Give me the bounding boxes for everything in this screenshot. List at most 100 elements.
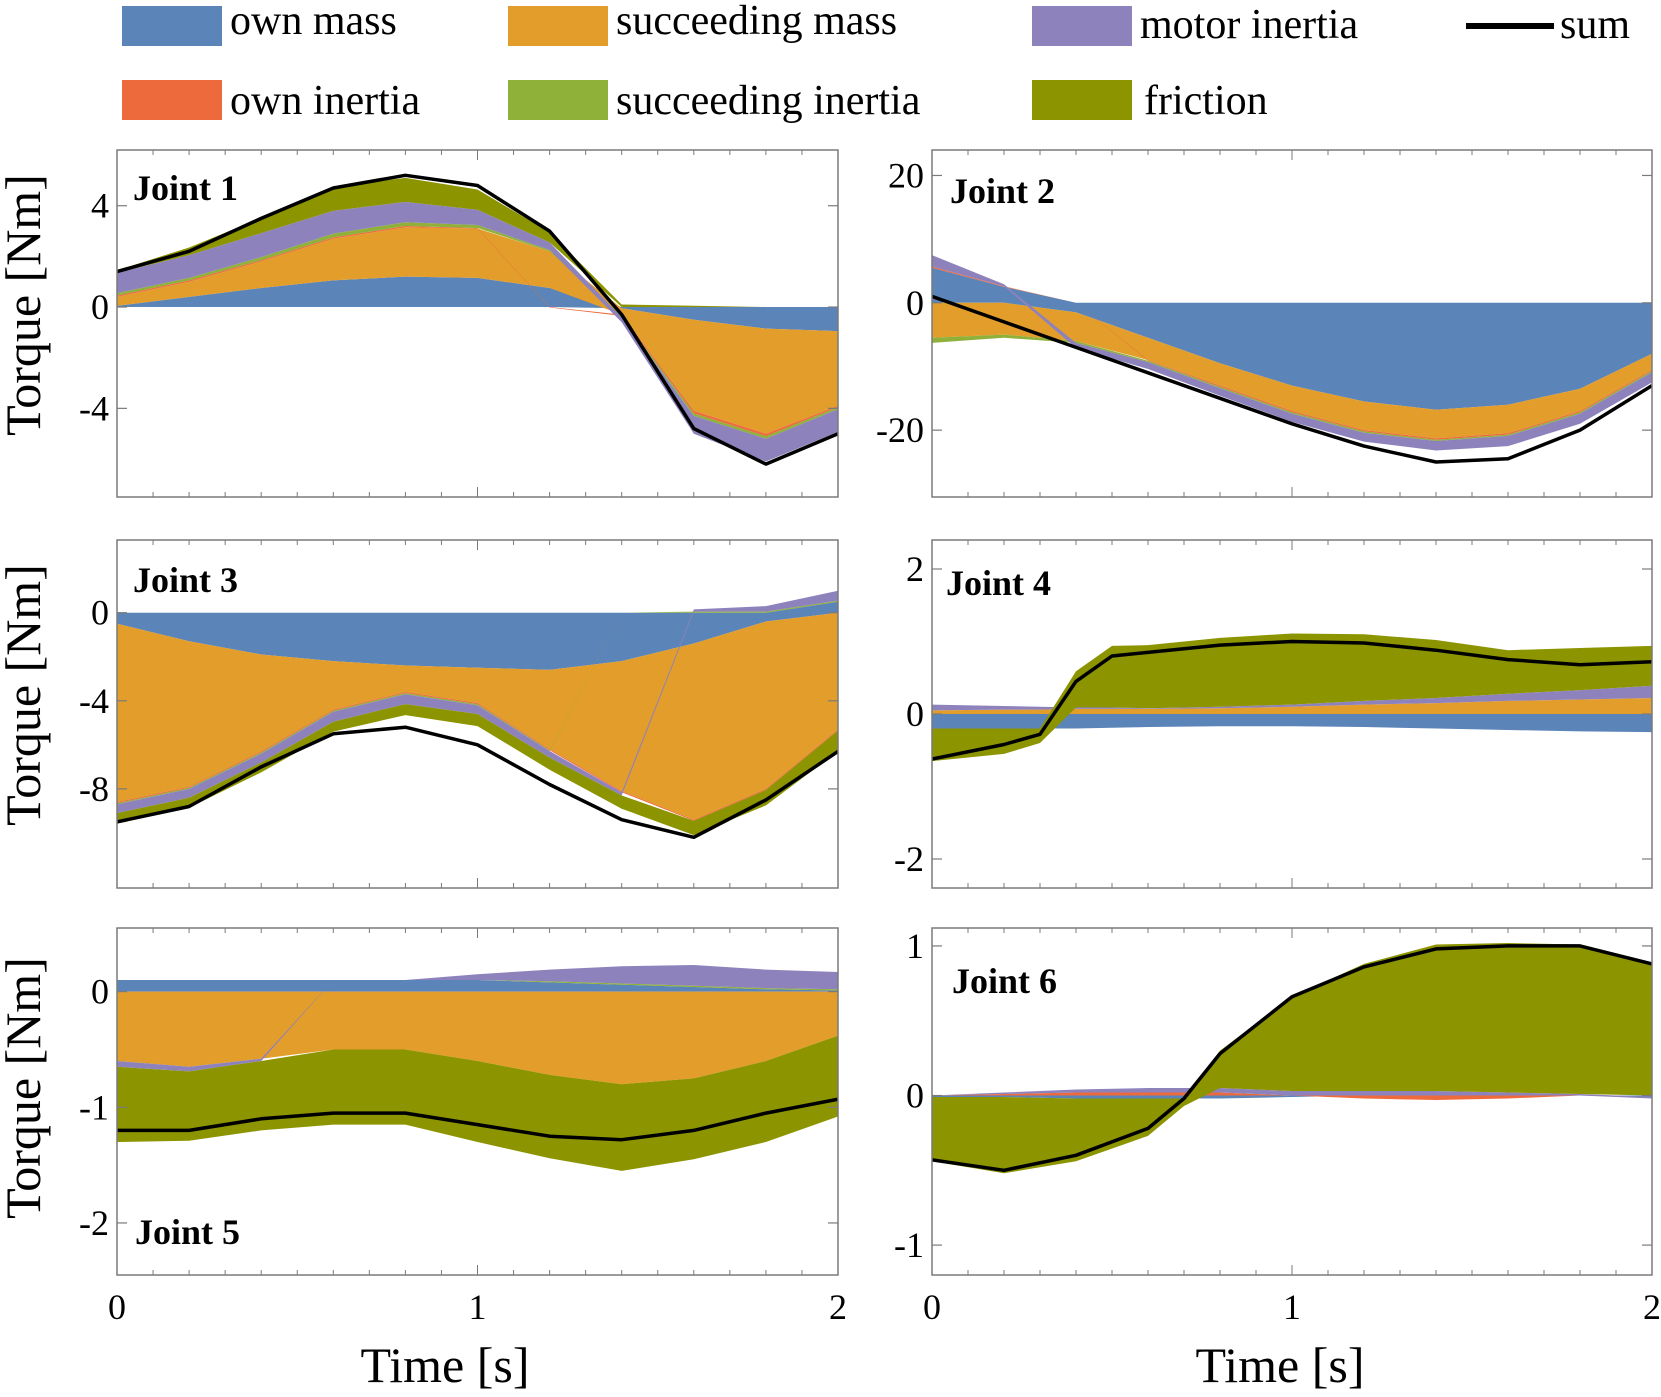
area-own-mass xyxy=(117,601,838,670)
area-motor-inertia xyxy=(117,590,838,814)
x-tick-label: 2 xyxy=(1643,1287,1661,1327)
joint-4-panel: -2 0 2 Joint 4 xyxy=(894,539,1653,889)
legend-entry-own-inertia: own inertia xyxy=(122,78,420,124)
legend-label-own-mass: own mass xyxy=(230,0,397,44)
area-own-mass xyxy=(932,267,1652,410)
y-tick-label: -1 xyxy=(894,1225,924,1265)
panel-title: Joint 5 xyxy=(135,1212,240,1252)
y-axis-title-row-3: Torque [Nm] xyxy=(0,957,51,1219)
area-own-mass xyxy=(932,714,1652,733)
panel-title: Joint 4 xyxy=(946,563,1051,603)
y-tick-label: 0 xyxy=(906,283,924,323)
y-tick-label: -4 xyxy=(79,388,109,428)
area-motor-inertia xyxy=(932,685,1652,711)
y-tick-label: 0 xyxy=(906,1076,924,1116)
panel-title: Joint 2 xyxy=(950,171,1055,211)
area-own-mass xyxy=(932,1095,1652,1099)
joint-1-panel: -4 0 4 Joint 1 xyxy=(79,149,839,498)
area-own-inertia xyxy=(932,1092,1652,1100)
joint-5-panel: -2 -1 0 0 1 2 Joint 5 xyxy=(79,927,847,1327)
legend-label-motor-inertia: motor inertia xyxy=(1140,2,1358,48)
stacked-areas xyxy=(117,590,838,840)
y-tick-label: 1 xyxy=(906,926,924,966)
y-tick-label: -8 xyxy=(79,769,109,809)
legend-entry-succ-mass: succeeding mass xyxy=(508,0,897,46)
legend-swatch-own-mass xyxy=(122,6,222,46)
x-tick-label: 2 xyxy=(829,1287,847,1327)
minor-ticks xyxy=(116,928,839,1275)
legend-entry-succ-inertia: succeeding inertia xyxy=(508,78,921,124)
legend-label-succ-mass: succeeding mass xyxy=(616,0,897,44)
stacked-areas xyxy=(932,255,1652,464)
x-tick-label: 1 xyxy=(1283,1287,1301,1327)
stacked-areas xyxy=(932,633,1652,762)
legend-entry-friction: friction xyxy=(1032,78,1268,124)
stacked-areas xyxy=(932,943,1652,1174)
minor-ticks xyxy=(116,150,839,497)
x-axis-title-right: Time [s] xyxy=(1195,1337,1364,1393)
legend-swatch-succ-mass xyxy=(508,6,608,46)
legend-swatch-friction xyxy=(1032,80,1132,120)
x-tick-label: 0 xyxy=(923,1287,941,1327)
x-tick-label: 1 xyxy=(469,1287,487,1327)
legend-swatch-own-inertia xyxy=(122,80,222,120)
area-friction xyxy=(117,704,838,836)
area-friction xyxy=(932,943,1652,1174)
y-tick-label: -2 xyxy=(79,1203,109,1243)
legend-label-succ-inertia: succeeding inertia xyxy=(616,78,921,124)
legend-entry-own-mass: own mass xyxy=(122,0,397,46)
legend-entry-sum: sum xyxy=(1466,2,1630,48)
legend-label-friction: friction xyxy=(1144,78,1268,124)
y-tick-label: 0 xyxy=(91,593,109,633)
sum-line xyxy=(932,944,1652,1173)
panel-title: Joint 3 xyxy=(133,560,238,600)
y-tick-label: 0 xyxy=(91,287,109,327)
y-tick-label: 0 xyxy=(906,694,924,734)
legend-swatch-motor-inertia xyxy=(1032,6,1132,46)
y-axis-title-row-2: Torque [Nm] xyxy=(0,564,51,826)
y-tick-label: 0 xyxy=(91,972,109,1012)
area-friction xyxy=(117,1035,838,1171)
minor-ticks xyxy=(931,150,1653,497)
stacked-areas xyxy=(117,965,838,1171)
minor-ticks xyxy=(931,928,1653,1275)
area-succ-mass xyxy=(932,302,1652,439)
y-tick-label: -2 xyxy=(894,839,924,879)
area-motor-inertia xyxy=(932,1088,1652,1099)
sum-line xyxy=(117,173,838,466)
sum-line xyxy=(117,1097,838,1142)
legend: own mass succeeding mass motor inertia sum o… xyxy=(122,0,1630,124)
area-succ-mass xyxy=(117,227,838,434)
area-succ-mass xyxy=(117,612,838,820)
area-friction xyxy=(932,633,1652,762)
y-tick-label: 2 xyxy=(906,549,924,589)
area-friction xyxy=(117,177,838,307)
panel-title: Joint 1 xyxy=(133,168,238,208)
area-own-mass xyxy=(117,276,838,332)
joint-3-panel: -8 -4 0 Joint 3 xyxy=(79,539,839,889)
y-axis-title-row-1: Torque [Nm] xyxy=(0,174,51,436)
y-tick-label: 4 xyxy=(91,186,109,226)
stacked-areas xyxy=(117,173,838,466)
legend-label-sum: sum xyxy=(1560,2,1630,48)
legend-entry-motor-inertia: motor inertia xyxy=(1032,2,1358,48)
y-tick-label: -1 xyxy=(79,1087,109,1127)
sum-line xyxy=(932,294,1652,464)
panel-title: Joint 6 xyxy=(952,961,1057,1001)
y-tick-label: -20 xyxy=(876,410,924,450)
x-axis-title-left: Time [s] xyxy=(360,1337,529,1393)
y-tick-label: -4 xyxy=(79,681,109,721)
area-succ-mass xyxy=(117,991,838,1085)
legend-swatch-succ-inertia xyxy=(508,80,608,120)
sum-line xyxy=(932,639,1652,761)
y-tick-label: 20 xyxy=(888,155,924,195)
sum-line xyxy=(117,725,838,840)
minor-ticks xyxy=(116,540,839,888)
legend-label-own-inertia: own inertia xyxy=(230,78,420,124)
area-own-mass xyxy=(117,980,838,992)
minor-ticks xyxy=(931,540,1653,888)
area-motor-inertia xyxy=(117,965,838,1072)
x-tick-label: 0 xyxy=(108,1287,126,1327)
joint-2-panel: -20 0 20 Joint 2 xyxy=(876,149,1653,498)
